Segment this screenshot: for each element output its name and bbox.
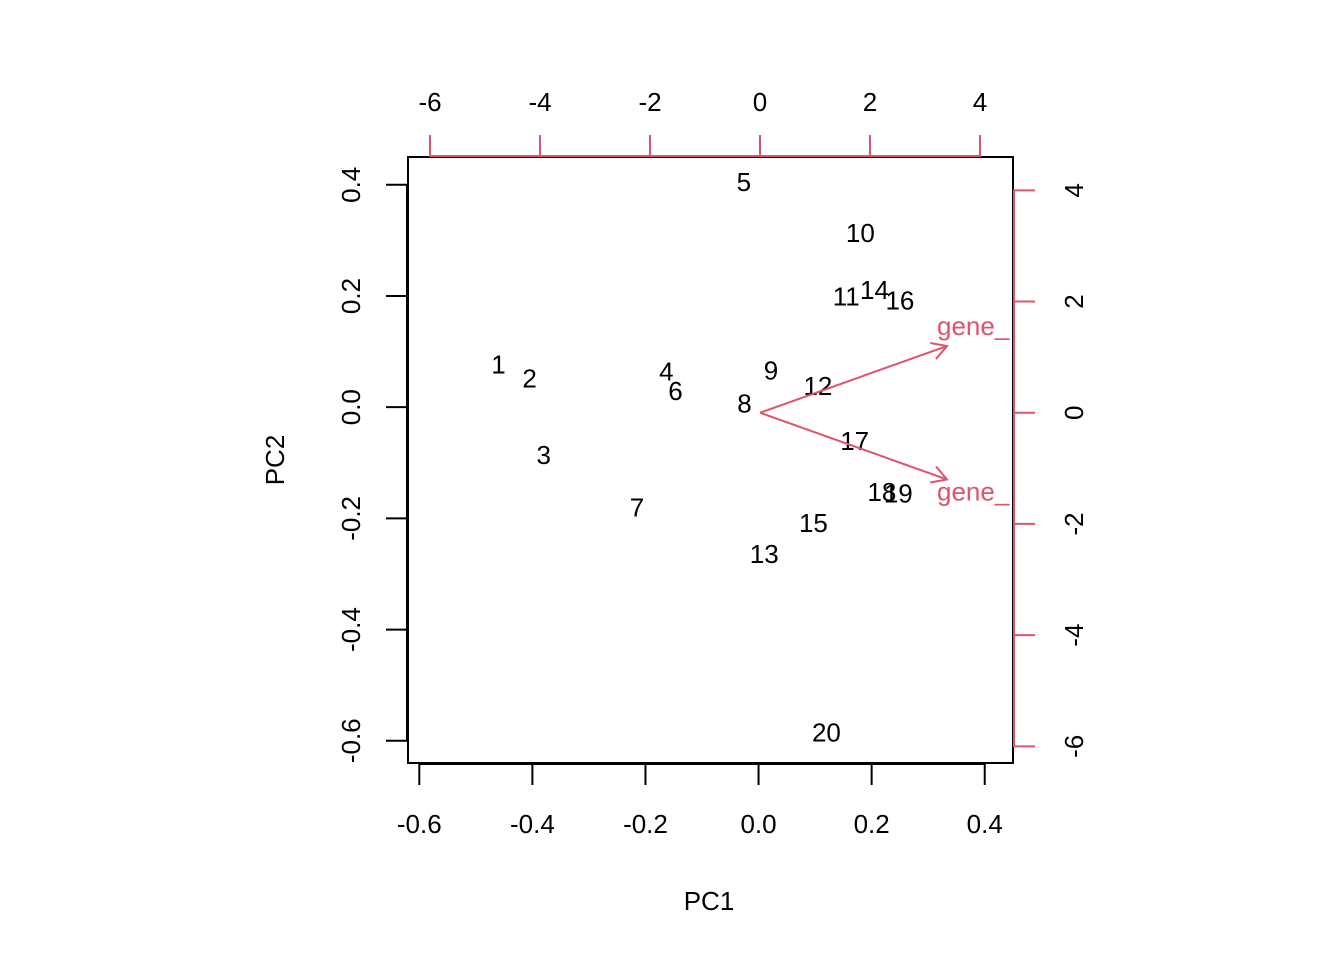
- right-tick-label: 2: [1059, 294, 1089, 308]
- x-tick-label: 0.2: [854, 809, 890, 839]
- x-tick-label: -0.6: [397, 809, 442, 839]
- x-tick-label: 0.4: [967, 809, 1003, 839]
- point-label: 17: [840, 426, 869, 456]
- point-label: 10: [846, 218, 875, 248]
- point-label: 5: [737, 167, 751, 197]
- y-axis-title: PC2: [260, 435, 290, 486]
- point-label: 16: [885, 285, 914, 315]
- loading-arrow: [759, 345, 948, 414]
- point-label: 15: [799, 508, 828, 538]
- y-tick-label: -0.4: [336, 607, 366, 652]
- top-tick-label: -2: [638, 87, 661, 117]
- plot-frame: [407, 156, 1014, 764]
- y-tick-label: -0.2: [336, 496, 366, 541]
- point-label: 1: [491, 349, 505, 379]
- point-label: 20: [812, 717, 841, 747]
- point-label: 6: [668, 376, 682, 406]
- point-label: 14: [860, 275, 889, 305]
- point-label: 19: [884, 478, 913, 508]
- loading-arrowhead: [930, 465, 949, 484]
- point-label: 3: [536, 440, 550, 470]
- x-axis-title: PC1: [684, 886, 735, 916]
- top-tick-label: 2: [863, 87, 877, 117]
- point-label: 4: [659, 357, 673, 387]
- point-label: 11: [833, 282, 860, 312]
- top-tick-label: -6: [418, 87, 441, 117]
- y-tick-label: -0.6: [336, 718, 366, 763]
- loading-arrow: [759, 411, 948, 481]
- top-tick-label: -4: [528, 87, 551, 117]
- right-tick-label: -2: [1059, 512, 1089, 535]
- x-tick-label: -0.2: [623, 809, 668, 839]
- x-tick-label: -0.4: [510, 809, 555, 839]
- y-tick-label: 0.4: [336, 167, 366, 203]
- top-tick-label: 0: [753, 87, 767, 117]
- x-tick-label: 0.0: [740, 809, 776, 839]
- point-label: 9: [764, 355, 778, 385]
- loading-arrowhead: [930, 341, 949, 360]
- right-tick-label: -6: [1059, 735, 1089, 758]
- top-tick-label: 4: [973, 87, 987, 117]
- point-label: 2: [522, 363, 536, 393]
- right-tick-label: 4: [1059, 183, 1089, 197]
- loading-label: gene_: [937, 311, 1010, 341]
- point-label: 8: [737, 388, 751, 418]
- y-tick-label: 0.0: [336, 389, 366, 425]
- loading-label: gene_: [937, 476, 1010, 506]
- right-tick-label: -4: [1059, 624, 1089, 647]
- point-label: 18: [867, 477, 896, 507]
- right-tick-label: 0: [1059, 406, 1089, 420]
- point-label: 13: [750, 539, 779, 569]
- point-label: 7: [630, 492, 644, 522]
- y-tick-label: 0.2: [336, 278, 366, 314]
